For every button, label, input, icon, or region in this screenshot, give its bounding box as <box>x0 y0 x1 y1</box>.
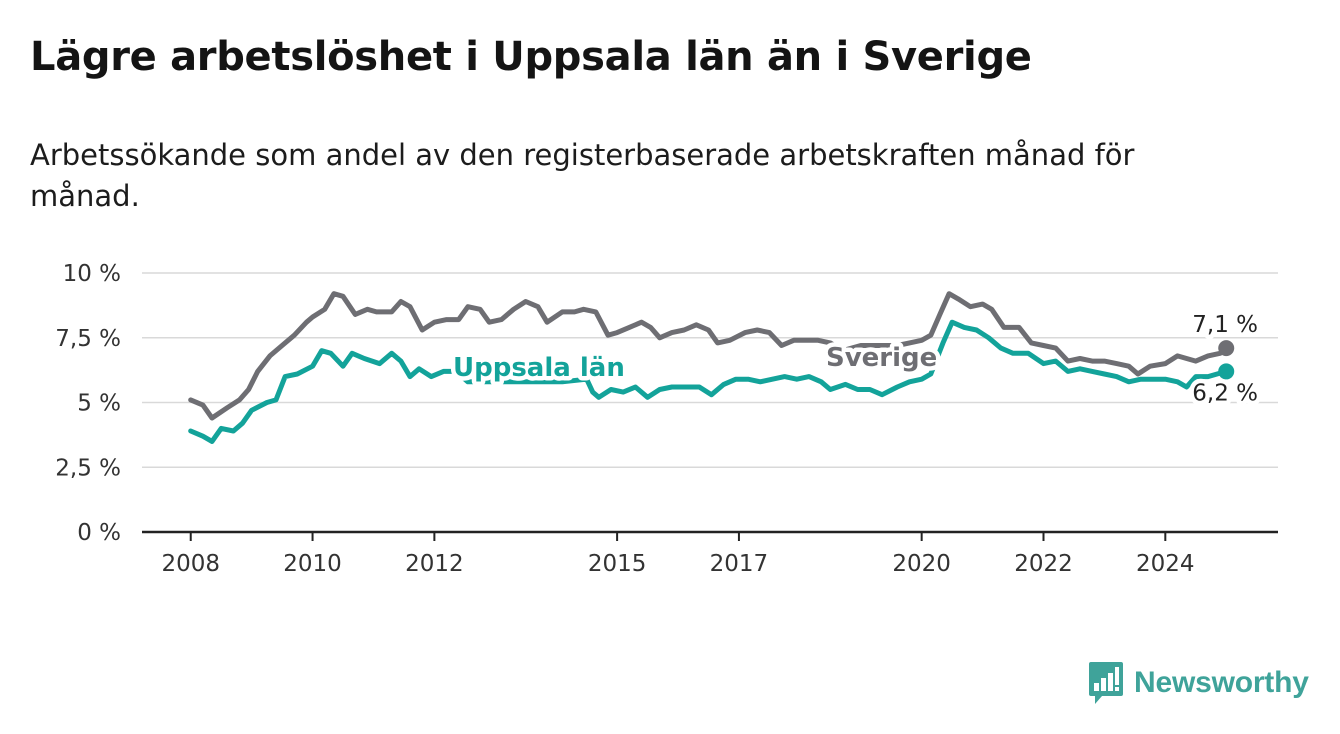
y-tick-label: 10 % <box>63 261 121 287</box>
chart-subtitle: Arbetssökande som andel av den registerb… <box>30 138 1135 213</box>
series-line-sverige <box>188 291 1229 421</box>
series-line-uppsala-end-point <box>1218 363 1235 380</box>
x-axis-ticks: 2008 2010 2012 2015 2017 2020 2022 2024 <box>161 532 1195 577</box>
newsworthy-logo-icon <box>1089 662 1123 704</box>
x-tick-label: 2017 <box>710 551 769 577</box>
y-tick-label: 0 % <box>77 520 121 546</box>
end-value-sverige-halo: 7,1 % <box>1192 312 1258 338</box>
x-tick-label: 2024 <box>1136 551 1195 577</box>
end-value-uppsala-halo: 6,2 % <box>1192 380 1258 406</box>
x-tick-label: 2008 <box>161 551 220 577</box>
series-label-sverige-halo: Sverige <box>826 343 937 373</box>
x-tick-label: 2010 <box>283 551 342 577</box>
x-tick-label: 2012 <box>405 551 464 577</box>
series-line-uppsala <box>188 319 1229 444</box>
series-label-sverige: Sverige <box>826 343 937 373</box>
y-tick-label: 5 % <box>77 391 121 417</box>
series <box>188 291 1235 444</box>
x-tick-label: 2020 <box>892 551 951 577</box>
chart-title: Lägre arbetslöshet i Uppsala län än i Sv… <box>30 34 1032 80</box>
end-value-uppsala: 6,2 % <box>1192 380 1258 406</box>
brand: Newsworthy <box>1088 660 1309 706</box>
y-tick-label: 7,5 % <box>55 326 121 352</box>
y-axis-ticks: 0 % 2,5 % 5 % 7,5 % 10 % <box>55 261 121 546</box>
x-tick-label: 2022 <box>1014 551 1073 577</box>
end-value-sverige: 7,1 % <box>1192 312 1258 338</box>
grid <box>142 272 1278 534</box>
series-line-sverige-end-point <box>1218 340 1235 357</box>
y-tick-label: 2,5 % <box>55 455 121 481</box>
series-label-uppsala: Uppsala län <box>453 353 625 383</box>
series-label-uppsala-halo: Uppsala län <box>453 353 625 383</box>
brand-name: Newsworthy <box>1134 666 1309 699</box>
x-tick-label: 2015 <box>588 551 647 577</box>
